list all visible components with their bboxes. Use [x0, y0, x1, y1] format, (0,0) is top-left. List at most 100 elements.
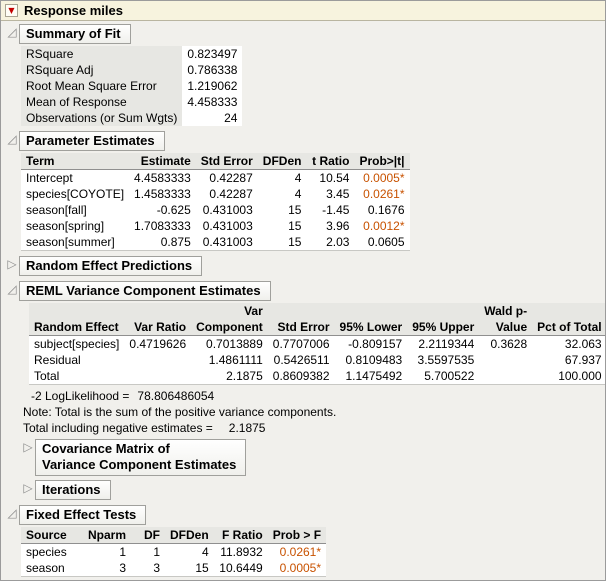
- table-cell: 10.6449: [219, 561, 263, 575]
- table-cell: [479, 368, 532, 385]
- table-cell: 1.7083333: [134, 219, 191, 233]
- fixed-effect-tests-title[interactable]: Fixed Effect Tests: [19, 505, 147, 525]
- table-cell: 10.54: [319, 171, 350, 185]
- table-cell: 4: [294, 187, 302, 201]
- reml-title[interactable]: REML Variance Component Estimates: [19, 281, 271, 301]
- table-row: season[fall] -0.625 0.431003 15 -1.45 0.…: [21, 202, 410, 218]
- reml-note: Note: Total is the sum of the positive v…: [23, 405, 337, 419]
- table-row: season[summer] 0.875 0.431003 15 2.03 0.…: [21, 234, 410, 251]
- table-cell: species[COYOTE]: [26, 187, 125, 201]
- table-row: Root Mean Square Error 1.219062: [21, 78, 243, 94]
- table-cell: 15: [288, 219, 302, 233]
- table-cell: 1.4861111: [208, 353, 263, 367]
- table-row: Mean of Response 4.458333: [21, 94, 243, 110]
- column-header: [334, 303, 408, 319]
- covariance-matrix-title[interactable]: Covariance Matrix of Variance Component …: [35, 439, 247, 476]
- table-cell: 0.42287: [209, 187, 253, 201]
- table-cell: 5.700522: [424, 369, 475, 383]
- table-cell: [124, 368, 191, 385]
- table-cell: 0.7707006: [272, 337, 330, 351]
- table-cell: -1.45: [322, 203, 350, 217]
- summary-of-fit-title[interactable]: Summary of Fit: [19, 24, 131, 44]
- column-header: 95% Upper: [407, 319, 480, 336]
- report-title-bar[interactable]: ▼ Response miles: [1, 1, 605, 21]
- table-cell: season: [26, 561, 65, 575]
- section-summary-of-fit: ◿ Summary of Fit RSquare 0.823497 RSquare…: [5, 24, 605, 126]
- iterations-header-row: ▷ Iterations: [21, 480, 605, 500]
- table-cell: Total: [34, 369, 60, 383]
- table-cell: 3: [119, 561, 127, 575]
- covariance-matrix-title-line1: Covariance Matrix of: [42, 441, 170, 456]
- table-cell: 1.4583333: [134, 187, 191, 201]
- column-header: Pct of Total: [532, 319, 605, 336]
- column-header: DFDen: [257, 153, 307, 170]
- table-cell: 0.0012*: [363, 219, 405, 233]
- random-effect-predictions-header-row: ▷ Random Effect Predictions: [5, 256, 605, 276]
- table-header-row: Source Nparm DF DFDen F Ratio Prob > F: [21, 527, 327, 544]
- table-cell: 2.03: [326, 235, 350, 249]
- table-cell: 0.875: [160, 235, 191, 249]
- table-cell: 0.0261*: [363, 187, 405, 201]
- random-effect-predictions-title[interactable]: Random Effect Predictions: [19, 256, 203, 276]
- red-triangle-menu-button[interactable]: ▼: [5, 4, 18, 17]
- table-cell: 1: [119, 545, 127, 559]
- table-cell: 1: [153, 545, 161, 559]
- table-cell: 2.2119344: [418, 337, 475, 351]
- column-header: Prob > F: [267, 527, 327, 544]
- table-row: RSquare Adj 0.786338: [21, 62, 243, 78]
- summary-of-fit-header-row: ◿ Summary of Fit: [5, 24, 605, 44]
- disclosure-open-icon[interactable]: ◿: [7, 282, 17, 296]
- fixed-effect-tests-header-row: ◿ Fixed Effect Tests: [5, 505, 605, 525]
- table-header-row: Random Effect Var Ratio Component Std Er…: [29, 319, 605, 336]
- table-cell: Intercept: [26, 171, 73, 185]
- table-cell: 24: [182, 110, 243, 126]
- table-cell: 32.063: [564, 337, 602, 351]
- disclosure-closed-icon[interactable]: ▷: [23, 481, 33, 495]
- table-cell: 3.45: [326, 187, 350, 201]
- column-header: [532, 303, 605, 319]
- table-cell: 15: [288, 235, 302, 249]
- disclosure-open-icon[interactable]: ◿: [7, 506, 17, 520]
- table-cell: 1.219062: [182, 78, 243, 94]
- column-header: Term: [21, 153, 130, 170]
- table-cell: 4: [294, 171, 302, 185]
- report-content: ◿ Summary of Fit RSquare 0.823497 RSquare…: [1, 21, 605, 580]
- table-cell: 3.5597535: [417, 353, 475, 367]
- table-cell: 0.0005*: [363, 171, 405, 185]
- parameter-estimates-title[interactable]: Parameter Estimates: [19, 131, 165, 151]
- report-title: Response miles: [24, 3, 123, 18]
- iterations-title[interactable]: Iterations: [35, 480, 111, 500]
- column-header: 95% Lower: [334, 319, 408, 336]
- table-row: Observations (or Sum Wgts) 24: [21, 110, 243, 126]
- disclosure-closed-icon[interactable]: ▷: [7, 257, 17, 271]
- column-header: [407, 303, 480, 319]
- table-row: RSquare 0.823497: [21, 46, 243, 62]
- column-header: t Ratio: [306, 153, 355, 170]
- table-cell: 0.431003: [202, 203, 253, 217]
- covariance-matrix-title-line2: Variance Component Estimates: [42, 457, 237, 472]
- table-cell: Observations (or Sum Wgts): [21, 110, 183, 126]
- column-header: Prob>|t|: [354, 153, 410, 170]
- loglikelihood-label: -2 LogLikelihood =: [31, 389, 130, 403]
- column-header: DF: [131, 527, 166, 544]
- column-header: Value: [479, 319, 533, 336]
- table-cell: 0.4719626: [129, 337, 187, 351]
- table-cell: season[spring]: [26, 219, 105, 233]
- disclosure-closed-icon[interactable]: ▷: [23, 440, 33, 454]
- table-cell: 4.4583333: [134, 171, 191, 185]
- column-header: Var: [191, 303, 268, 319]
- table-cell: 67.937: [564, 353, 602, 367]
- table-row: season[spring] 1.7083333 0.431003 15 3.9…: [21, 218, 410, 234]
- table-cell: 0.8609382: [272, 369, 330, 383]
- table-cell: season[summer]: [26, 235, 115, 249]
- disclosure-open-icon[interactable]: ◿: [7, 132, 17, 146]
- table-cell: 0.823497: [182, 46, 243, 62]
- disclosure-open-icon[interactable]: ◿: [7, 25, 17, 39]
- table-row: Intercept 4.4583333 0.42287 4 10.54 0.00…: [21, 170, 410, 187]
- column-header: Component: [191, 319, 268, 336]
- table-cell: 1.1475492: [345, 369, 403, 383]
- column-header: Estimate: [129, 153, 196, 170]
- table-cell: 0.1676: [367, 203, 405, 217]
- table-cell: 100.000: [558, 369, 602, 383]
- section-random-effect-predictions: ▷ Random Effect Predictions: [5, 256, 605, 276]
